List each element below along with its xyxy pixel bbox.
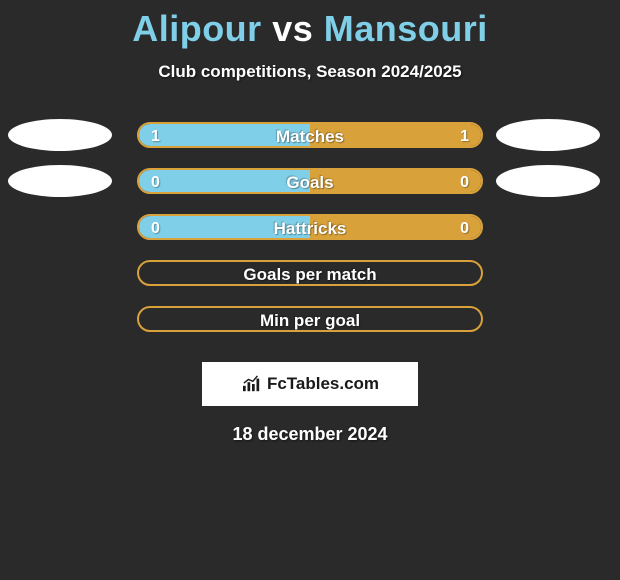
vs-label: vs — [272, 8, 313, 49]
bar-fill-left — [139, 216, 310, 238]
stat-row: 00Hattricks — [0, 204, 620, 250]
stat-value-left: 1 — [151, 124, 160, 148]
watermark-box: FcTables.com — [202, 362, 418, 406]
bar-fill-right — [310, 170, 481, 192]
subtitle: Club competitions, Season 2024/2025 — [0, 62, 620, 82]
stat-label: Min per goal — [139, 308, 481, 332]
stat-bar: Goals per match — [137, 260, 483, 286]
stat-bar: 00Hattricks — [137, 214, 483, 240]
player-badge-right — [496, 119, 600, 151]
date: 18 december 2024 — [0, 424, 620, 445]
player-badge-left — [8, 165, 112, 197]
stat-bar: 11Matches — [137, 122, 483, 148]
stat-value-left: 0 — [151, 170, 160, 194]
stat-value-right: 1 — [460, 124, 469, 148]
stat-label: Goals per match — [139, 262, 481, 286]
bar-fill-left — [139, 124, 310, 146]
stat-row: Goals per match — [0, 250, 620, 296]
stat-bar: 00Goals — [137, 168, 483, 194]
bar-fill-left — [139, 170, 310, 192]
chart-icon — [241, 375, 263, 393]
stat-row: 11Matches — [0, 112, 620, 158]
watermark-text: FcTables.com — [267, 374, 379, 394]
player-badge-right — [496, 165, 600, 197]
stat-bar: Min per goal — [137, 306, 483, 332]
bar-fill-right — [310, 216, 481, 238]
title: Alipour vs Mansouri — [0, 8, 620, 50]
stat-row: Min per goal — [0, 296, 620, 342]
stats-area: 11Matches00Goals00HattricksGoals per mat… — [0, 112, 620, 342]
stat-value-right: 0 — [460, 216, 469, 240]
player-badge-left — [8, 119, 112, 151]
stat-value-left: 0 — [151, 216, 160, 240]
bar-fill-right — [310, 124, 481, 146]
comparison-infographic: Alipour vs Mansouri Club competitions, S… — [0, 0, 620, 445]
stat-value-right: 0 — [460, 170, 469, 194]
player2-name: Mansouri — [324, 8, 488, 49]
player1-name: Alipour — [132, 8, 261, 49]
stat-row: 00Goals — [0, 158, 620, 204]
